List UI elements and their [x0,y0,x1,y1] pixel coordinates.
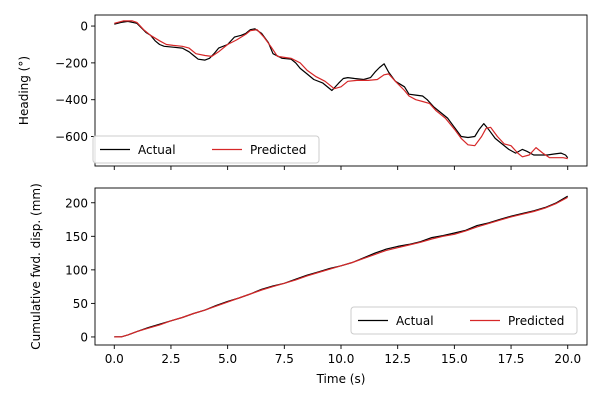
x-tick-label: 15.0 [441,352,468,366]
y-axis-label: Heading (°) [17,56,31,125]
y-tick-label: −400 [55,93,88,107]
y-tick-label: 150 [65,230,88,244]
x-tick-label: 7.5 [275,352,294,366]
y-tick-label: 100 [65,263,88,277]
series-line-actual [114,20,569,159]
x-tick-label: 2.5 [161,352,180,366]
chart-panel-1: 0 −200 −400 −600 Heading (°) Actual Predicted [17,14,588,170]
legend-label-actual: Actual [396,314,434,328]
legend: Actual Predicted [350,306,578,335]
x-tick-label: 0.0 [105,352,124,366]
legend-label-predicted: Predicted [508,314,564,328]
plot-area [114,195,569,338]
y-tick-label: −600 [55,130,88,144]
y-tick-label: 50 [73,297,88,311]
y-tick-label: 200 [65,196,88,210]
legend-box [92,135,320,164]
series-line-predicted [114,20,568,160]
x-tick-label: 12.5 [384,352,411,366]
chart-panel-2: 0.0 2.5 5.0 7.5 10.0 12.5 15.0 17.5 20.0 0 50 100 15… [29,183,588,386]
x-axis-label: Time (s) [316,372,366,386]
legend-label-actual: Actual [138,143,176,157]
x-tick-label: 10.0 [328,352,355,366]
x-tick-label: 5.0 [218,352,237,366]
plot-area [114,20,569,160]
y-tick-label: −200 [55,56,88,70]
x-tick-label: 20.0 [554,352,581,366]
y-tick-label: 0 [80,20,88,34]
x-tick-label: 17.5 [498,352,525,366]
y-tick-label: 0 [80,330,88,344]
series-line-predicted [114,196,568,338]
legend-box [350,306,578,335]
y-axis-label: Cumulative fwd. disp. (mm) [29,183,43,350]
legend-label-predicted: Predicted [250,143,306,157]
legend: Actual Predicted [92,135,320,164]
